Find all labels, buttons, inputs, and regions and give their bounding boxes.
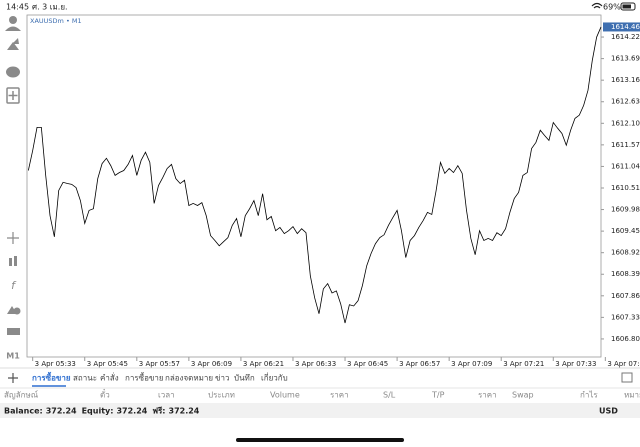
currency: USD: [599, 407, 618, 416]
tab[interactable]: สถานะ: [73, 374, 97, 383]
account-value: 372.24: [169, 407, 200, 416]
battery-icon: [620, 2, 636, 11]
column-header: สัญลักษณ์: [4, 390, 39, 400]
account-label: Equity:: [82, 407, 114, 416]
column-header: หมายเหตุ: [624, 391, 640, 400]
battery-level: 69%: [603, 3, 621, 12]
candles-icon-2: [14, 256, 17, 266]
y-tick-label: 1608.390: [611, 270, 640, 278]
tab[interactable]: การซื้อขาย: [32, 372, 71, 383]
account-icon[interactable]: [9, 16, 17, 24]
account-row: [0, 403, 640, 418]
column-header: T/P: [431, 391, 445, 400]
current-price-label: 1614.468: [611, 23, 640, 31]
y-tick-label: 1614.220: [611, 33, 640, 41]
y-tick-label: 1612.100: [611, 119, 640, 127]
status-time: 14:45: [6, 3, 29, 12]
price-line: [27, 26, 602, 324]
timeframe-button[interactable]: M1: [6, 352, 20, 361]
x-tick-label: 3 Apr 05:33: [35, 360, 76, 368]
y-tick-label: 1611.040: [611, 162, 640, 170]
account-label: ฟรี:: [152, 406, 165, 416]
candles-icon[interactable]: [9, 258, 12, 266]
tab[interactable]: บันทึก: [234, 374, 255, 383]
column-header: S/L: [383, 391, 396, 400]
y-tick-label: 1613.160: [611, 76, 640, 84]
x-tick-label: 3 Apr 07:45: [607, 360, 640, 368]
wifi-icon: [591, 2, 603, 9]
x-tick-label: 3 Apr 07:09: [451, 360, 492, 368]
y-tick-label: 1613.690: [611, 55, 640, 63]
account-icon-body: [5, 26, 21, 31]
y-tick-label: 1606.800: [611, 335, 640, 343]
y-tick-label: 1609.450: [611, 227, 640, 235]
status-date: ศ. 3 เม.ย.: [32, 3, 68, 12]
add-button[interactable]: [8, 373, 18, 383]
indicator-icon[interactable]: f: [11, 279, 17, 292]
layout-button[interactable]: [621, 372, 633, 383]
column-header: ประเภท: [208, 391, 235, 400]
x-tick-label: 3 Apr 06:09: [191, 360, 232, 368]
tab[interactable]: เกี่ยวกับ: [261, 372, 288, 383]
crosshair-icon[interactable]: [7, 232, 19, 244]
current-price-box: [603, 22, 640, 32]
y-tick-label: 1608.920: [611, 249, 640, 257]
trade-icon[interactable]: [7, 38, 19, 50]
column-header: ราคา: [330, 391, 349, 400]
battery-fill: [622, 4, 631, 9]
x-tick-label: 3 Apr 07:33: [555, 360, 596, 368]
tab[interactable]: คำสั่ง: [100, 372, 119, 383]
column-headers: สัญลักษณ์ ตั๋ว เวลา ประเภท Volume ราคา S/L T/P ร…: [4, 388, 640, 399]
chart-title: XAUUSDm • M1: [30, 17, 82, 25]
y-tick-label: 1611.570: [611, 141, 640, 149]
account-summary: Balance: 372.24 Equity: 372.24 ฟรี: 372.24: [4, 406, 200, 416]
column-header: เวลา: [158, 391, 175, 400]
chat-icon[interactable]: [6, 66, 20, 78]
y-tick-label: 1612.630: [611, 98, 640, 106]
tab[interactable]: การซื้อขาย: [125, 372, 164, 383]
x-tick-label: 3 Apr 06:33: [295, 360, 336, 368]
tab[interactable]: ข่าว: [215, 374, 229, 383]
x-tick-label: 3 Apr 07:21: [503, 360, 544, 368]
x-tick-label: 3 Apr 05:57: [139, 360, 180, 368]
new-order-icon[interactable]: [6, 87, 20, 104]
y-tick-label: 1609.980: [611, 206, 640, 214]
x-tick-label: 3 Apr 05:45: [87, 360, 128, 368]
tabs: การซื้อขาย สถานะ คำสั่ง การซื้อขาย กล่องจดหม…: [32, 372, 288, 387]
y-tick-label: 1607.860: [611, 292, 640, 300]
objects-icon-circle: [13, 307, 21, 315]
column-header: ตั๋ว: [100, 388, 110, 399]
column-header: Swap: [512, 391, 534, 400]
home-indicator: [236, 438, 404, 442]
account-value: 372.24: [116, 407, 147, 416]
x-tick-label: 3 Apr 06:21: [243, 360, 284, 368]
x-tick-label: 3 Apr 06:57: [399, 360, 440, 368]
tab[interactable]: กล่องจดหมาย: [165, 374, 213, 383]
chart-frame: [26, 14, 602, 358]
account-value: 372.24: [46, 407, 77, 416]
chart: 1614.220 1613.690 1613.160 1612.630 1612.100…: [27, 22, 640, 368]
account-label: Balance:: [4, 407, 43, 416]
x-tick-label: 3 Apr 06:45: [347, 360, 388, 368]
new-order-plus: [8, 91, 18, 100]
sidebar: f: [5, 16, 21, 335]
chart-settings-icon[interactable]: [7, 328, 20, 335]
y-tick-label: 1610.510: [611, 184, 640, 192]
y-tick-label: 1607.330: [611, 313, 640, 321]
column-header: Volume: [270, 391, 300, 400]
column-header: ราคา: [478, 391, 497, 400]
column-header: กำไร: [580, 391, 598, 400]
